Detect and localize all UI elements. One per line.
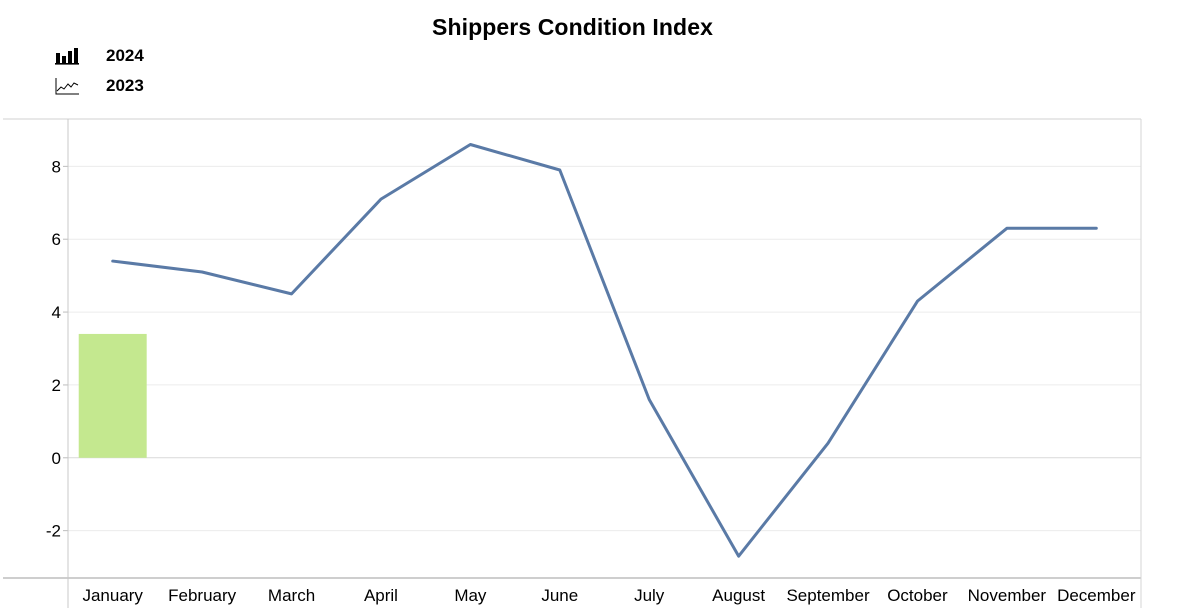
legend-item-2024[interactable]: 2024: [54, 43, 144, 69]
x-tick-label: October: [887, 586, 948, 605]
y-tick-label: 6: [52, 230, 61, 249]
y-tick-label: 2: [52, 376, 61, 395]
x-tick-label: April: [364, 586, 398, 605]
bar-2024-january: [78, 333, 147, 458]
legend-label-2024: 2024: [106, 46, 144, 65]
y-tick-label: 0: [52, 449, 61, 468]
x-tick-label: May: [454, 586, 487, 605]
x-tick-label: August: [712, 586, 765, 605]
y-tick-label: 8: [52, 157, 61, 176]
line-chart-icon: [54, 76, 80, 96]
x-tick-label: December: [1057, 586, 1136, 605]
legend-label-2023: 2023: [106, 76, 144, 95]
line-series-2023: [111, 143, 1098, 558]
x-tick-label: July: [634, 586, 665, 605]
y-tick-label: -2: [46, 522, 61, 541]
x-tick-label: September: [786, 586, 869, 605]
legend-item-2023[interactable]: 2023: [54, 73, 144, 99]
x-tick-label: February: [168, 586, 237, 605]
y-tick-label: 4: [52, 303, 61, 322]
x-tick-label: March: [268, 586, 315, 605]
x-tick-label: June: [541, 586, 578, 605]
x-tick-label: November: [968, 586, 1047, 605]
chart-title: Shippers Condition Index: [432, 14, 713, 40]
x-tick-label: January: [82, 586, 143, 605]
bar-chart-icon: [54, 46, 80, 66]
